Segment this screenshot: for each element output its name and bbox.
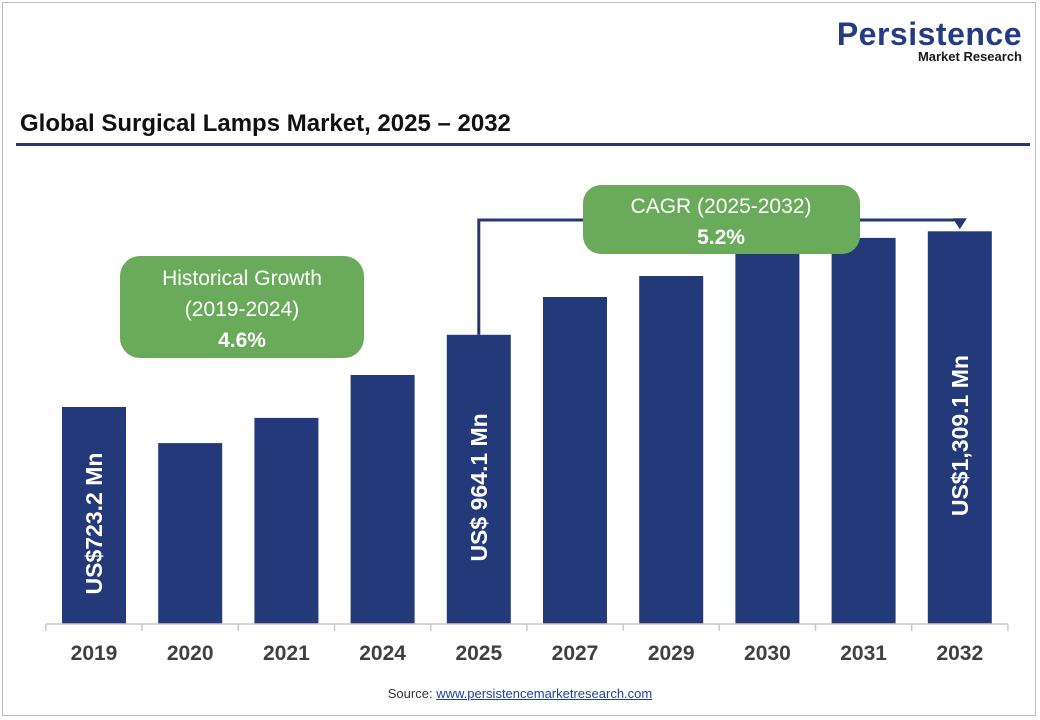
bar-2030 — [735, 252, 800, 624]
cagr-arrowhead — [952, 218, 967, 230]
x-tick-label-2025: 2025 — [455, 642, 502, 665]
historical-growth-line2: (2019-2024) — [185, 298, 299, 321]
x-tick-label-2032: 2032 — [936, 642, 983, 665]
historical-growth-box — [120, 256, 364, 358]
bars-layer — [62, 231, 992, 625]
cagr-callout: CAGR (2025-2032) 5.2% — [583, 185, 860, 254]
ticks-layer — [45, 624, 1009, 631]
cagr-box — [583, 185, 860, 254]
bar-2020 — [158, 443, 223, 624]
chart-title: Global Surgical Lamps Market, 2025 – 203… — [20, 110, 511, 137]
logo-tagline: Market Research — [917, 49, 1022, 64]
cagr-value: 5.2% — [697, 226, 745, 249]
x-tick-label-2030: 2030 — [744, 642, 791, 665]
bar-2027 — [543, 297, 607, 624]
x-tick-label-2020: 2020 — [167, 642, 214, 665]
source-link[interactable]: www.persistencemarketresearch.com — [436, 686, 653, 701]
logo-wordmark: Persistence — [836, 16, 1022, 52]
data-labels: US$723.2 Mn US$ 964.1 Mn US$1,309.1 Mn — [81, 355, 973, 594]
bar-2031 — [831, 237, 896, 624]
x-tick-label-2019: 2019 — [71, 642, 118, 665]
bar-2024 — [350, 375, 415, 624]
x-tick-label-2024: 2024 — [359, 642, 406, 665]
x-tick-label-2027: 2027 — [552, 642, 599, 665]
data-label-2025: US$ 964.1 Mn — [466, 413, 492, 561]
historical-growth-value: 4.6% — [218, 329, 266, 352]
cagr-label: CAGR (2025-2032) — [631, 195, 812, 218]
x-tick-label-2031: 2031 — [840, 642, 887, 665]
x-tick-labels: 2019 2020 2021 2024 2025 2027 2029 2030 2031 2032 — [71, 642, 984, 665]
historical-growth-line1: Historical Growth — [162, 267, 322, 290]
bar-2029 — [639, 276, 704, 624]
x-tick-label-2021: 2021 — [263, 642, 310, 665]
bar-2025 — [446, 334, 511, 624]
data-label-2019: US$723.2 Mn — [81, 453, 107, 595]
source-note: Source: www.persistencemarketresearch.co… — [0, 686, 1040, 701]
bar-2032 — [927, 231, 992, 625]
bar-2021 — [254, 417, 319, 624]
historical-growth-callout: Historical Growth (2019-2024) 4.6% — [120, 256, 364, 358]
bar-2019 — [62, 407, 126, 624]
x-tick-label-2029: 2029 — [648, 642, 695, 665]
source-label: Source: — [387, 686, 433, 701]
logo: Persistence Market Research — [837, 18, 1022, 64]
title-divider — [16, 143, 1030, 146]
data-label-2032: US$1,309.1 Mn — [947, 355, 973, 516]
